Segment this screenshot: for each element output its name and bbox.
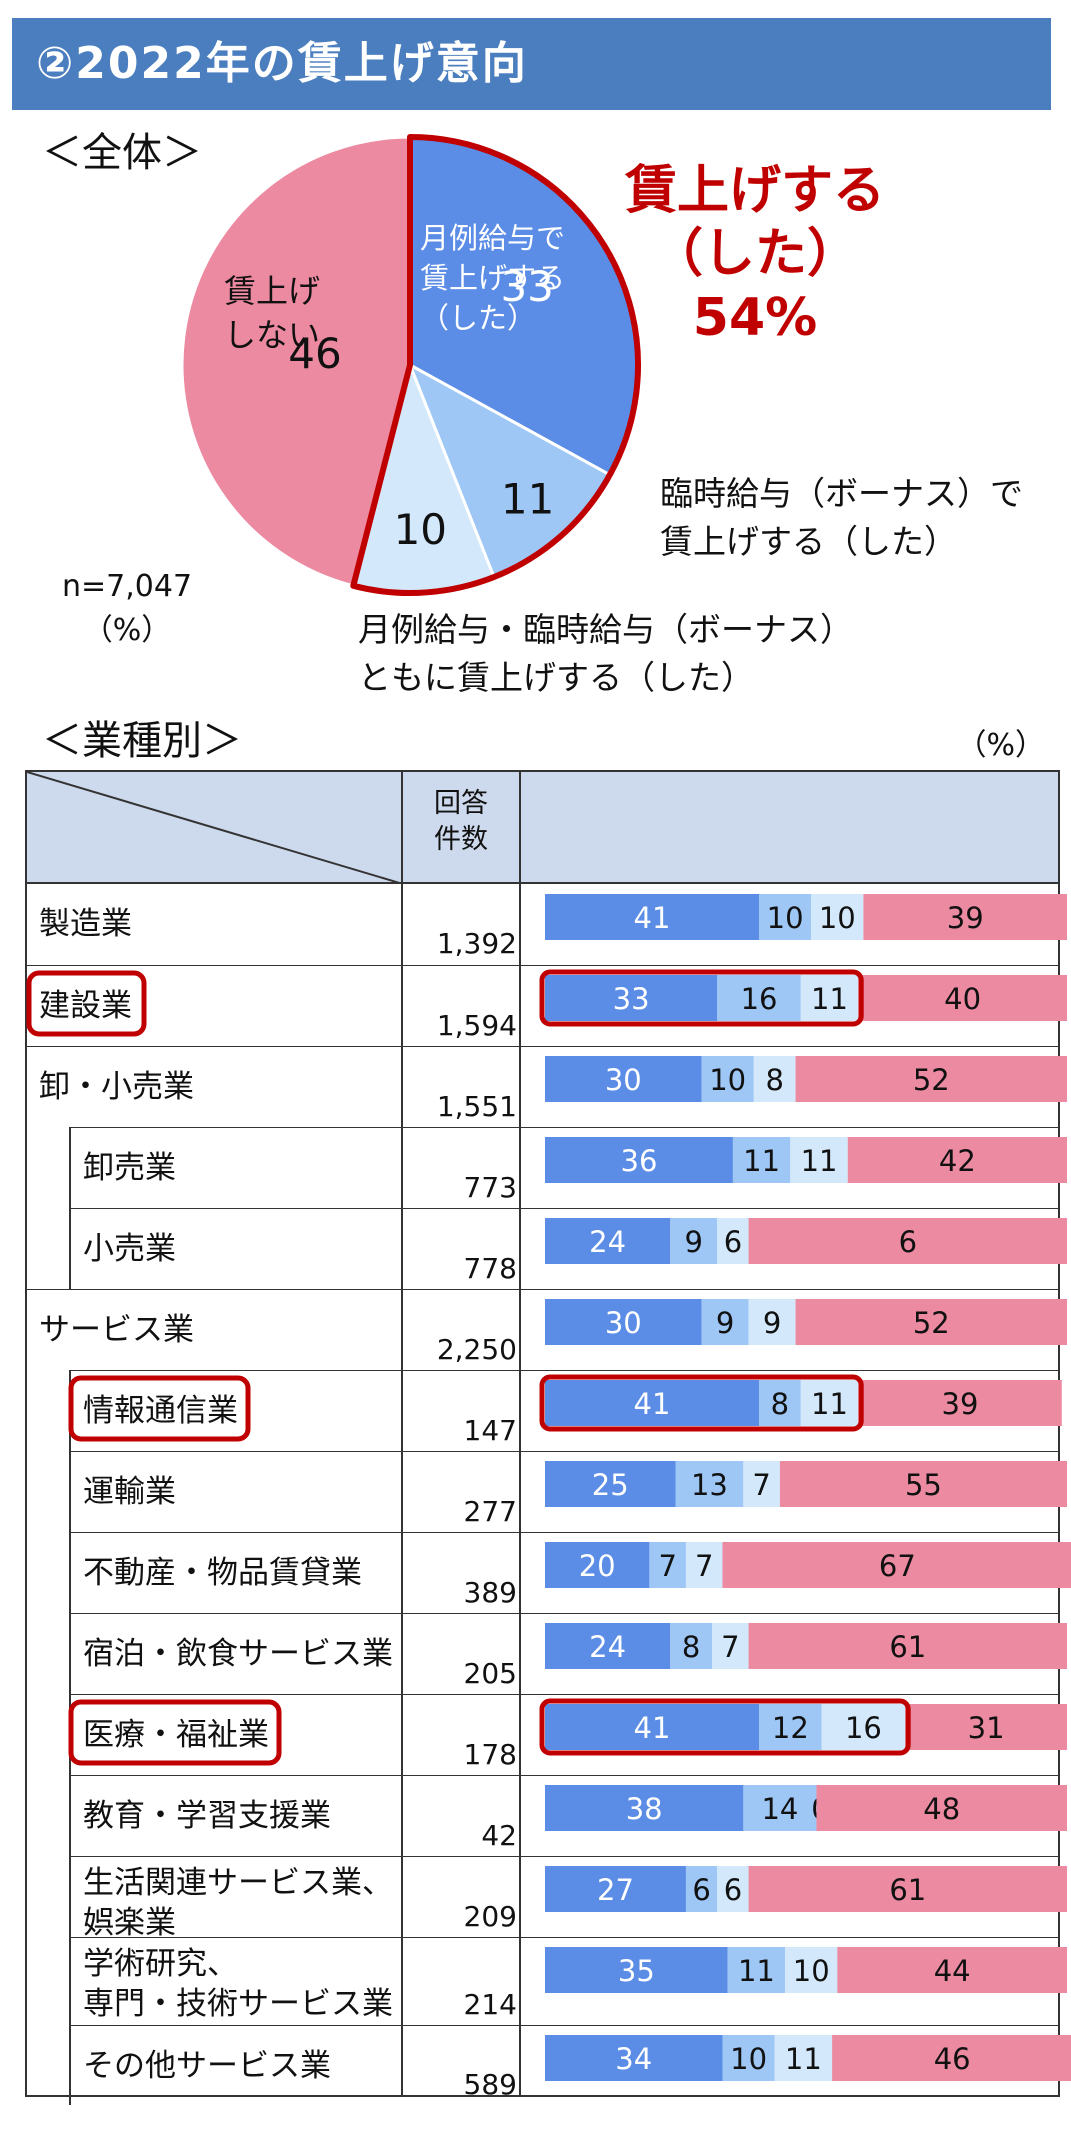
industry-name: 医療・福祉業 <box>83 1717 269 1753</box>
table-row: 製造業 1,392 <box>27 884 1058 964</box>
table-header: 回答 件数 <box>27 772 1058 884</box>
table-row: 情報通信業 147 <box>69 1370 1058 1450</box>
pie-raise-highlight <box>350 134 641 596</box>
industry-name: 生活関連サービス業、 娯楽業 <box>83 1865 393 1942</box>
industry-name: 卸・小売業 <box>39 1069 194 1105</box>
response-count: 2,250 <box>436 1333 517 1366</box>
response-count: 42 <box>481 1819 517 1852</box>
sample-size-note: n=7,047 （%） <box>62 565 192 652</box>
table-row: 宿泊・飲食サービス業 205 <box>69 1613 1058 1693</box>
header-count: 回答 件数 <box>403 786 519 859</box>
response-count: 1,551 <box>436 1090 517 1123</box>
industry-name: 小売業 <box>83 1231 176 1267</box>
table-row: 建設業 1,594 <box>27 965 1058 1045</box>
overall-section-label: ＜全体＞ <box>42 130 202 176</box>
industry-name: サービス業 <box>39 1312 194 1348</box>
industry-name: 情報通信業 <box>83 1393 238 1429</box>
callout-bonus-line: 臨時給与（ボーナス）で <box>660 474 1023 513</box>
industry-name: 宿泊・飲食サービス業 <box>83 1636 393 1672</box>
response-count: 178 <box>463 1738 517 1771</box>
response-count: 773 <box>463 1171 517 1204</box>
response-count: 1,392 <box>436 927 517 960</box>
industry-name: 不動産・物品賃貸業 <box>83 1555 362 1591</box>
callout-both: 月例給与・臨時給与（ボーナス） ともに賃上げする（した） <box>358 606 853 702</box>
industry-name: 建設業 <box>39 988 132 1024</box>
table-row: 卸・小売業 1,551 <box>27 1046 1058 1126</box>
response-count: 277 <box>463 1495 517 1528</box>
response-count: 778 <box>463 1252 517 1285</box>
raise-total-label: 賃上げする （した） 54% <box>590 160 920 350</box>
industry-name: 教育・学習支援業 <box>83 1798 331 1834</box>
callout-bonus-line: 賃上げする（した） <box>660 521 957 561</box>
industry-unit: （%） <box>956 728 1045 763</box>
response-count: 214 <box>463 1988 517 2021</box>
header-count-line: 回答 <box>434 788 488 819</box>
page-title: ②2022年の賃上げ意向 <box>12 18 1051 110</box>
industry-name: 運輸業 <box>83 1474 176 1510</box>
column-divider <box>401 772 403 2095</box>
table-row: サービス業 2,250 <box>27 1289 1058 1369</box>
table-row: 医療・福祉業 178 <box>69 1694 1058 1774</box>
column-divider <box>519 772 521 2095</box>
table-row: 小売業 778 <box>69 1208 1058 1288</box>
pie-slice-no-raise <box>180 135 412 588</box>
raise-total-line: 賃上げする <box>624 161 885 221</box>
header-diagonal <box>27 772 403 884</box>
group-indent-line <box>69 1127 71 1289</box>
response-count: 147 <box>463 1414 517 1447</box>
pie-value-label: 46 <box>288 329 341 378</box>
pie-no-raise-text: しない <box>224 316 320 354</box>
pie-monthly-text: 賃上げする <box>420 261 565 295</box>
callout-bonus: 臨時給与（ボーナス）で 賃上げする（した） <box>660 470 1023 566</box>
response-count: 389 <box>463 1576 517 1609</box>
raise-total-line: （した） <box>650 224 859 285</box>
header-count-line: 件数 <box>434 824 488 856</box>
industry-name: その他サービス業 <box>83 2048 331 2084</box>
table-row: 教育・学習支援業 42 <box>69 1775 1058 1855</box>
pie-value-label: 10 <box>394 505 447 554</box>
group-indent-line <box>69 1370 71 2105</box>
pie-value-label: 33 <box>500 262 553 311</box>
table-row: 卸売業 773 <box>69 1127 1058 1207</box>
pie-value-label: 11 <box>501 474 554 523</box>
industry-name: 卸売業 <box>83 1150 176 1186</box>
industry-name: 製造業 <box>39 906 132 942</box>
raise-total-percent: 54% <box>692 287 818 348</box>
sample-size: n=7,047 <box>62 569 193 604</box>
response-count: 589 <box>463 2068 517 2101</box>
callout-both-line: ともに賃上げする（した） <box>358 657 754 697</box>
overall-unit: （%） <box>82 612 172 648</box>
response-count: 209 <box>463 1900 517 1933</box>
industry-name: 学術研究、 専門・技術サービス業 <box>83 1946 393 2023</box>
table-row: 運輸業 277 <box>69 1451 1058 1531</box>
pie-monthly-text: 月例給与で <box>420 221 565 255</box>
pie-no-raise-text: 賃上げ <box>224 272 320 310</box>
table-row: 学術研究、 専門・技術サービス業 214 <box>69 1937 1058 2022</box>
industry-table: 回答 件数 製造業 1,392 建設業 1,594 卸・小売業 1,551 卸売業 773 小売… <box>25 770 1060 2105</box>
table-row: 不動産・物品賃貸業 389 <box>69 1532 1058 1612</box>
response-count: 205 <box>463 1657 517 1690</box>
table-row: その他サービス業 589 <box>69 2025 1058 2105</box>
industry-section-label: ＜業種別＞ <box>42 718 242 764</box>
table-row: 生活関連サービス業、 娯楽業 209 <box>69 1856 1058 1941</box>
pie-monthly-text: （した） <box>420 301 536 335</box>
callout-both-line: 月例給与・臨時給与（ボーナス） <box>358 610 853 649</box>
response-count: 1,594 <box>436 1009 517 1042</box>
